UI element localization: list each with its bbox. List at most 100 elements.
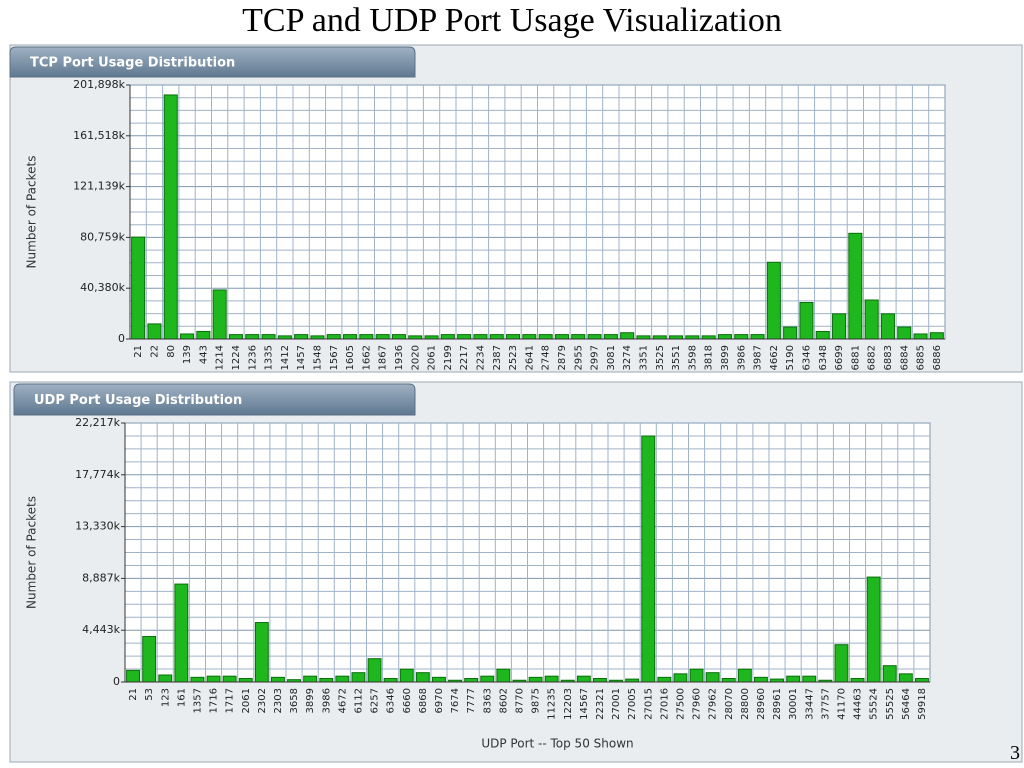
x-tick-label: 2199: [443, 345, 454, 370]
bar: [245, 334, 260, 340]
bar: [126, 669, 140, 683]
bar: [391, 334, 406, 340]
bar: [750, 334, 765, 340]
bar: [571, 334, 586, 340]
x-tick-label: 2879: [557, 345, 568, 370]
bar: [641, 435, 656, 683]
y-tick-label: 13,330k: [75, 520, 120, 533]
x-tick-label: 6112: [353, 688, 364, 713]
x-tick-label: 139: [182, 345, 193, 364]
x-tick-label: 6882: [867, 345, 878, 370]
bar: [737, 668, 752, 683]
x-tick-label: 28800: [740, 688, 751, 720]
bar: [576, 675, 591, 683]
x-tick-label: 27500: [675, 688, 686, 720]
bar: [480, 675, 495, 683]
y-tick-label: 80,759k: [80, 230, 125, 243]
bar: [163, 94, 178, 340]
x-tick-label: 123: [160, 688, 171, 707]
x-tick-label: 14567: [579, 688, 590, 720]
x-tick-label: 1357: [192, 688, 203, 713]
bar: [174, 583, 189, 683]
bar: [294, 334, 309, 340]
x-tick-label: 1457: [296, 345, 307, 370]
bar: [261, 334, 276, 340]
x-tick-label: 27005: [627, 688, 638, 720]
y-axis-label: Number of Packets: [25, 496, 39, 609]
bar: [351, 672, 366, 683]
bar: [343, 334, 358, 340]
x-tick-label: 1548: [312, 345, 323, 370]
bar: [206, 675, 221, 683]
y-tick-label: 17,774k: [75, 468, 120, 481]
x-tick-label: 2997: [590, 345, 601, 370]
x-tick-label: 3525: [655, 345, 666, 370]
x-tick-label: 1936: [394, 345, 405, 370]
y-tick-label: 0: [113, 675, 120, 688]
bar: [913, 333, 928, 340]
bar: [222, 675, 237, 683]
bar: [506, 334, 521, 340]
bar: [489, 334, 504, 340]
bar: [721, 678, 736, 683]
bar: [603, 334, 618, 340]
bar: [717, 334, 732, 340]
x-tick-label: 2061: [427, 345, 438, 370]
bar: [866, 576, 881, 683]
bar: [147, 323, 162, 340]
x-tick-label: 3658: [289, 688, 300, 713]
x-tick-label: 6884: [899, 345, 910, 370]
x-tick-label: 3274: [622, 345, 633, 370]
bar: [864, 299, 879, 340]
bar: [538, 334, 553, 340]
x-tick-label: 1214: [215, 345, 226, 370]
x-tick-label: 1412: [280, 345, 291, 370]
y-axis-label: Number of Packets: [25, 156, 39, 269]
bar: [359, 334, 374, 340]
x-tick-label: 6970: [434, 688, 445, 713]
y-tick-label: 40,380k: [80, 281, 125, 294]
y-tick-label: 121,139k: [73, 180, 125, 193]
x-tick-label: 9875: [531, 688, 542, 713]
bar: [554, 334, 569, 340]
bar: [673, 673, 688, 683]
x-tick-label: 3551: [671, 345, 682, 370]
x-tick-label: 8602: [498, 688, 509, 713]
bar: [319, 678, 334, 683]
x-tick-label: 6346: [801, 345, 812, 370]
x-tick-label: 22: [149, 345, 160, 358]
x-tick-label: 30001: [788, 688, 799, 720]
x-tick-label: 1605: [345, 345, 356, 370]
x-tick-label: 59918: [917, 688, 928, 720]
x-tick-label: 33447: [804, 688, 815, 720]
x-tick-label: 55525: [885, 688, 896, 720]
bar: [587, 334, 602, 340]
x-tick-label: 1236: [247, 345, 258, 370]
bar: [522, 334, 537, 340]
bar: [832, 313, 847, 340]
bar: [802, 675, 817, 683]
x-tick-label: 4672: [337, 688, 348, 713]
page-number: 3: [1010, 742, 1020, 764]
x-tick-label: 8770: [514, 688, 525, 713]
x-tick-label: 21: [133, 345, 144, 358]
x-tick-label: 55524: [869, 688, 880, 720]
bar: [689, 668, 704, 683]
x-tick-label: 6257: [370, 688, 381, 713]
x-tick-label: 3986: [321, 688, 332, 713]
x-tick-label: 28961: [772, 688, 783, 720]
bar: [254, 622, 269, 683]
x-tick-label: 11235: [547, 688, 558, 720]
bar: [815, 330, 830, 340]
x-tick-label: 2234: [475, 345, 486, 370]
x-tick-label: 3818: [704, 345, 715, 370]
x-tick-label: 27016: [659, 688, 670, 720]
bar: [180, 333, 195, 340]
x-tick-label: 6660: [402, 688, 413, 713]
bar: [271, 676, 285, 683]
x-tick-label: 2387: [492, 345, 503, 370]
bar: [375, 334, 390, 340]
x-tick-label: 7674: [450, 688, 461, 713]
bar: [834, 644, 849, 683]
